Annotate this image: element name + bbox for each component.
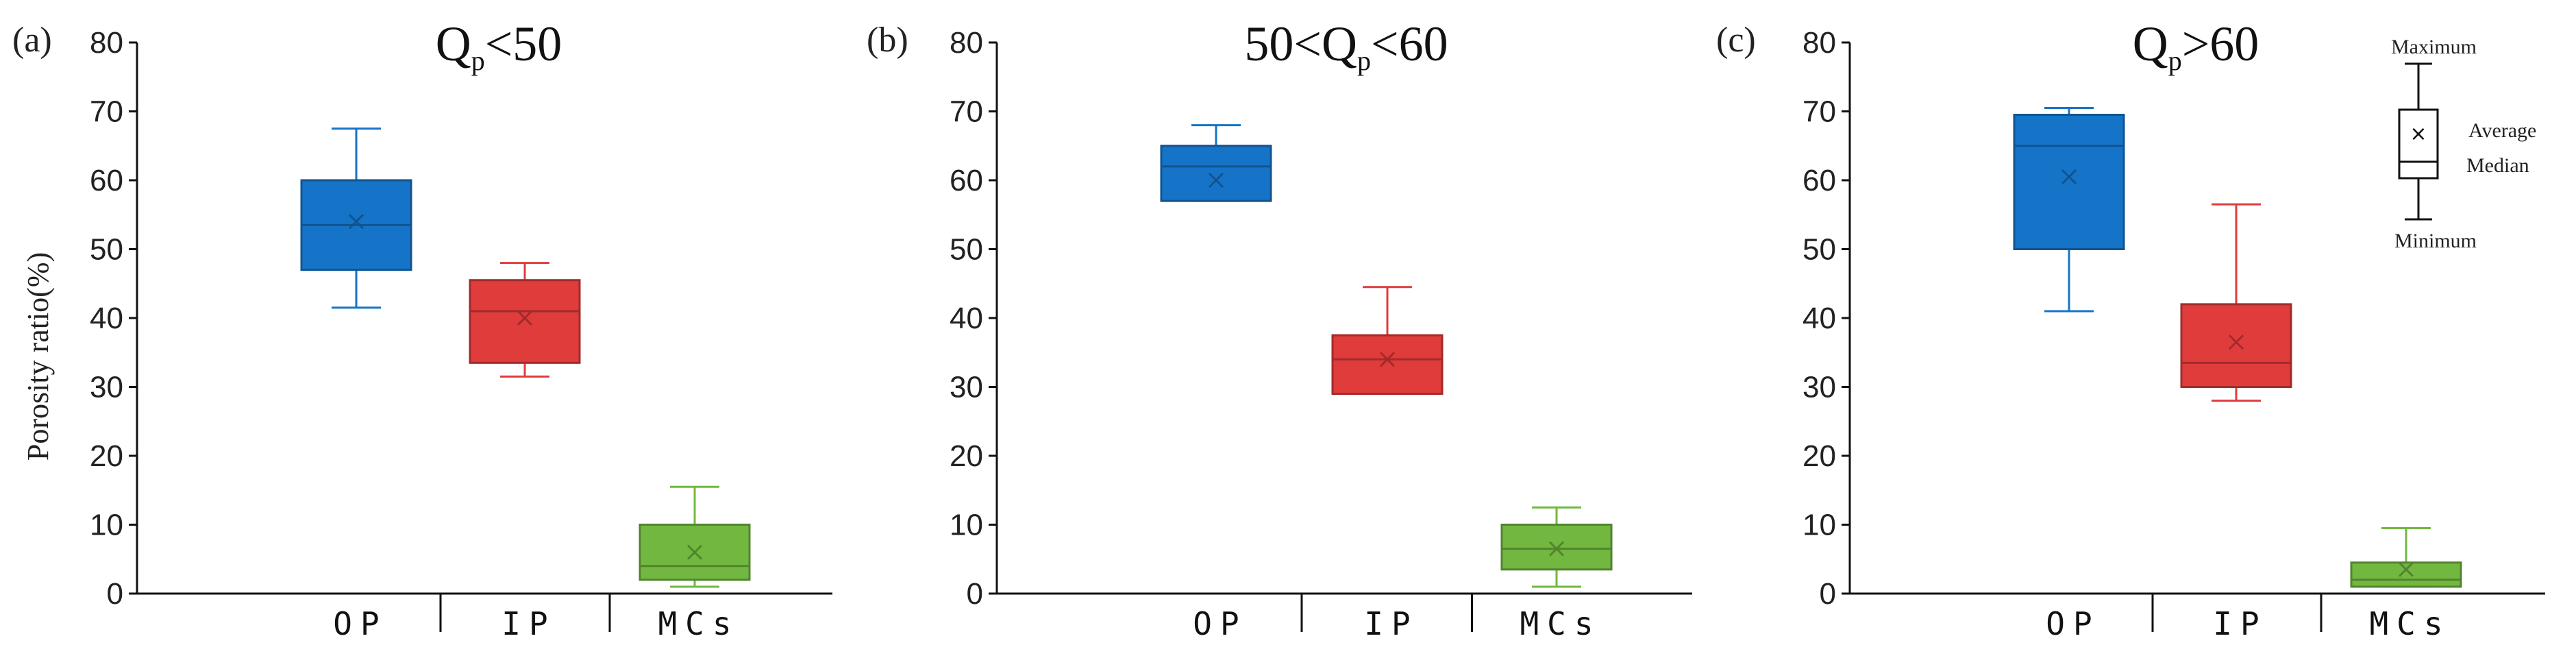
y-tick-label: 30 [90,371,123,404]
mean-marker [2061,169,2077,185]
y-tick-label: 10 [950,509,983,542]
y-tick-label: 80 [90,26,123,60]
y-tick-label: 30 [1803,371,1836,404]
y-tick-label: 60 [1803,164,1836,197]
box-op [1160,124,1272,202]
y-tick-label: 50 [1803,233,1836,267]
y-tick-label: 60 [90,164,123,197]
x-tick-label-mcs: MCs [1520,605,1601,642]
iqr-box [1500,524,1613,571]
y-tick-label: 40 [1803,302,1836,335]
y-tick-label: 0 [107,577,123,611]
y-tick-label: 0 [967,577,983,611]
y-tick-label: 70 [1803,95,1836,129]
panel-label: (b) [867,21,908,60]
iqr-box [469,279,581,364]
legend-box [2398,108,2439,180]
panel-title: 50<Qp<60 [1244,16,1448,76]
legend-minimum-label: Minimum [2394,230,2477,252]
y-tick-label: 20 [950,439,983,473]
y-tick-label: 70 [90,95,123,129]
y-tick-label: 20 [90,439,123,473]
x-tick-label-ip: IP [2213,605,2267,642]
mean-marker [1208,172,1224,188]
panel-title: Qp>60 [2133,16,2259,76]
legend-box-explainer: × Maximum Average Median Minimum [2391,36,2536,252]
x-tick-label-mcs: MCs [2369,605,2451,642]
y-tick-label: 80 [950,26,983,60]
box-mcs [639,485,751,588]
mean-marker [517,310,533,326]
x-tick-label-ip: IP [1364,605,1418,642]
mean-marker [2398,561,2414,577]
box-mcs [2350,527,2462,588]
panel-b: 0 10 20 30 40 50 60 70 80 OP IP MCs (b) 50<Qp<60 [867,16,1692,642]
iqr-box [2350,561,2462,588]
box-op [300,127,412,309]
y-tick-label: 50 [90,233,123,267]
y-tick-label: 20 [1803,439,1836,473]
iqr-box [1331,334,1444,395]
box-mcs [1500,506,1613,588]
x-tick-label-ip: IP [501,605,556,642]
iqr-box [2180,303,2292,388]
mean-marker [1548,541,1565,557]
mean-marker [348,214,364,230]
y-tick-label: 0 [1820,577,1836,611]
legend-maximum-label: Maximum [2391,36,2477,58]
box-op [2013,106,2125,313]
y-tick-label: 30 [950,371,983,404]
iqr-box [2013,114,2125,250]
x-tick-label-op: OP [1193,605,1247,642]
x-tick-label-op: OP [333,605,387,642]
y-tick-label: 50 [950,233,983,267]
box-ip [2180,203,2292,402]
panel-a: 0 10 20 30 40 50 60 70 80 OP IP MCs (a) Qp<50 [12,16,832,642]
panel-c: 0 10 20 30 40 50 60 70 80 OP IP MCs (c) Qp>60 [1716,16,2545,642]
panel-title: Qp<50 [436,16,562,76]
y-tick-label: 80 [1803,26,1836,60]
panel-label: (c) [1716,21,1756,60]
legend-average-label: Average [2468,119,2536,142]
panel-label: (a) [12,21,52,60]
x-tick-label-mcs: MCs [658,605,739,642]
legend-median-label: Median [2466,154,2529,177]
iqr-box [1160,145,1272,202]
y-tick-label: 10 [1803,509,1836,542]
x-tick-label-op: OP [2046,605,2100,642]
box-ip [1331,286,1444,395]
y-tick-label: 40 [950,302,983,335]
mean-marker [686,544,703,560]
mean-marker [2228,334,2244,350]
y-tick-label: 60 [950,164,983,197]
y-tick-label: 40 [90,302,123,335]
mean-marker [1379,352,1396,367]
legend-mean-marker: × [2410,122,2427,146]
box-ip [469,262,581,378]
y-tick-label: 10 [90,509,123,542]
y-tick-label: 70 [950,95,983,129]
y-axis-label: Porosity ratio(%) [21,252,55,461]
